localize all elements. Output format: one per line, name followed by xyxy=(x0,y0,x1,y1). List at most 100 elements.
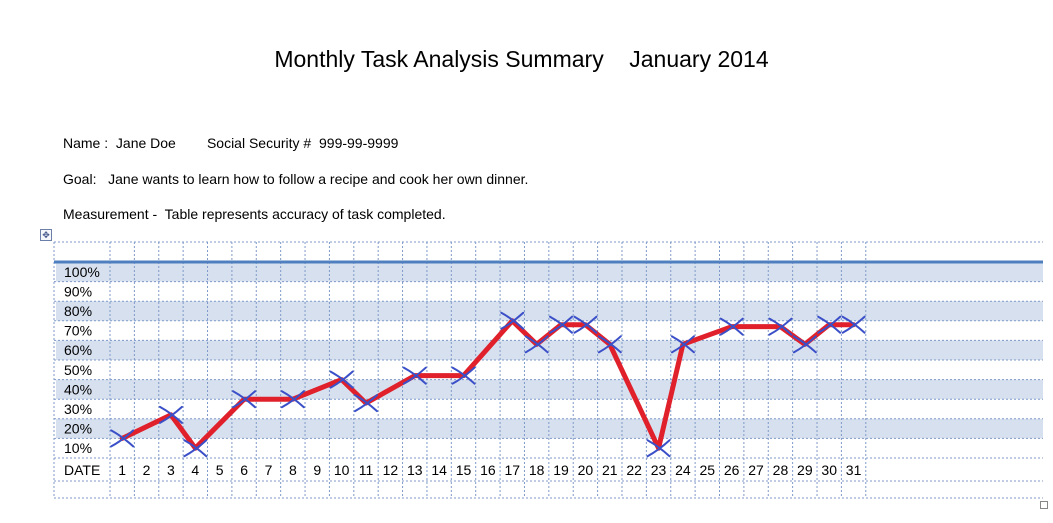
x-marker-stroke xyxy=(353,394,378,413)
x-tick-label: 8 xyxy=(289,462,297,478)
x-tick-label: 5 xyxy=(216,462,224,478)
x-tick-label: 16 xyxy=(480,462,496,478)
x-marker-stroke xyxy=(451,366,476,385)
x-marker xyxy=(670,335,695,354)
x-tick-label: 26 xyxy=(724,462,740,478)
x-marker-stroke xyxy=(329,370,354,389)
x-marker xyxy=(768,317,793,336)
x-tick-label: 11 xyxy=(359,462,374,478)
x-marker-stroke xyxy=(670,335,695,354)
page-title: Monthly Task Analysis Summary January 20… xyxy=(274,46,769,72)
row-band xyxy=(56,379,1043,400)
x-tick-label: 25 xyxy=(700,462,716,478)
x-marker-stroke xyxy=(402,366,427,385)
goal-line: Goal: Jane wants to learn how to follow … xyxy=(63,171,529,187)
x-marker-stroke xyxy=(817,315,842,334)
y-tick-label: 80% xyxy=(64,303,92,319)
data-markers xyxy=(110,311,866,458)
measurement-line: Measurement - Table represents accuracy … xyxy=(63,206,446,222)
x-marker-stroke xyxy=(280,390,305,409)
x-marker xyxy=(158,405,183,424)
x-tick-label: 27 xyxy=(748,462,764,478)
x-marker-stroke xyxy=(524,335,549,354)
y-tick-label: 10% xyxy=(64,440,92,456)
x-tick-label: 23 xyxy=(651,462,667,478)
x-marker xyxy=(451,366,476,385)
x-header-label: DATE xyxy=(64,462,100,478)
grid-lines xyxy=(53,241,1043,499)
x-marker-stroke xyxy=(597,335,622,354)
x-tick-label: 13 xyxy=(407,462,423,478)
x-marker xyxy=(646,439,671,458)
x-marker-stroke xyxy=(500,311,525,330)
row-band xyxy=(56,262,1043,282)
y-tick-label: 40% xyxy=(64,381,92,397)
x-tick-label: 24 xyxy=(675,462,691,478)
x-tick-label: 3 xyxy=(167,462,175,478)
x-tick-label: 17 xyxy=(504,462,520,478)
x-tick-label: 6 xyxy=(240,462,248,478)
x-tick-label: 2 xyxy=(143,462,151,478)
x-marker xyxy=(280,390,305,409)
x-tick-label: 30 xyxy=(821,462,837,478)
x-tick-label: 18 xyxy=(529,462,545,478)
x-marker-stroke xyxy=(451,366,476,385)
x-marker-stroke xyxy=(232,390,257,409)
x-tick-label: 20 xyxy=(578,462,594,478)
row-band xyxy=(56,301,1043,321)
x-marker xyxy=(792,335,817,354)
y-tick-label: 100% xyxy=(64,264,100,280)
x-marker-stroke xyxy=(841,315,866,334)
y-tick-label: 30% xyxy=(64,401,92,417)
x-marker xyxy=(573,315,598,334)
x-tick-label: 1 xyxy=(118,462,126,478)
x-marker-stroke xyxy=(500,311,525,330)
y-tick-label: 90% xyxy=(64,283,92,299)
y-tick-label: 50% xyxy=(64,362,92,378)
x-marker-stroke xyxy=(110,429,135,448)
x-marker-stroke xyxy=(597,335,622,354)
x-marker xyxy=(353,394,378,413)
y-tick-label: 60% xyxy=(64,342,92,358)
x-marker-stroke xyxy=(573,315,598,334)
x-marker-stroke xyxy=(768,317,793,336)
x-marker xyxy=(402,366,427,385)
x-tick-label: 28 xyxy=(773,462,789,478)
row-band xyxy=(56,418,1043,439)
table-move-handle-icon[interactable]: ✥ xyxy=(40,229,52,241)
x-tick-label: 19 xyxy=(553,462,569,478)
x-marker xyxy=(597,335,622,354)
x-tick-label: 15 xyxy=(456,462,472,478)
x-marker xyxy=(500,311,525,330)
x-marker-stroke xyxy=(719,317,744,336)
x-marker-stroke xyxy=(573,315,598,334)
x-tick-label: 4 xyxy=(191,462,199,478)
x-marker-stroke xyxy=(792,335,817,354)
x-tick-label: 29 xyxy=(797,462,813,478)
x-marker-stroke xyxy=(280,390,305,409)
x-marker-stroke xyxy=(719,317,744,336)
x-marker-stroke xyxy=(549,315,574,334)
y-tick-label: 20% xyxy=(64,421,92,437)
y-tick-label: 70% xyxy=(64,323,92,339)
x-tick-label: 9 xyxy=(313,462,321,478)
x-marker-stroke xyxy=(110,429,135,448)
x-tick-label: 7 xyxy=(265,462,273,478)
row-band xyxy=(56,340,1043,360)
x-tick-label: 12 xyxy=(383,462,399,478)
name-line: Name : Jane Doe Social Security # 999-99… xyxy=(63,135,399,151)
x-tick-label: 21 xyxy=(602,462,618,478)
table-resize-handle[interactable] xyxy=(1040,501,1048,509)
x-marker xyxy=(183,439,208,458)
row-bands xyxy=(56,262,1043,439)
x-marker-stroke xyxy=(841,315,866,334)
x-marker-stroke xyxy=(817,315,842,334)
x-marker xyxy=(110,429,135,448)
x-tick-label: 14 xyxy=(431,462,447,478)
x-marker xyxy=(232,390,257,409)
x-marker-stroke xyxy=(646,439,671,458)
x-marker-stroke xyxy=(183,439,208,458)
x-tick-label: 10 xyxy=(334,462,350,478)
x-tick-label: 31 xyxy=(846,462,862,478)
x-marker-stroke xyxy=(329,370,354,389)
